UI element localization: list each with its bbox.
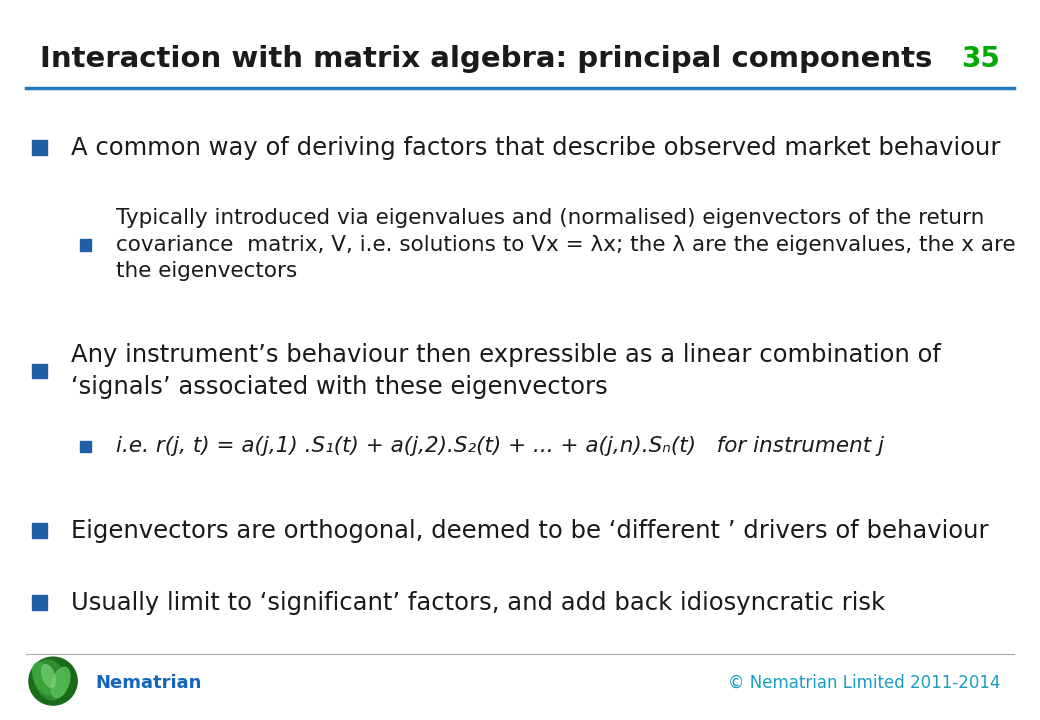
Text: Eigenvectors are orthogonal, deemed to be ‘different ’ drivers of behaviour: Eigenvectors are orthogonal, deemed to b…: [71, 518, 988, 543]
Text: Nematrian: Nematrian: [96, 674, 202, 691]
Text: i.e. r(j, t) = a(j,1) .S₁(t) + a(j,2).S₂(t) + ... + a(j,n).Sₙ(t)   for instrumen: i.e. r(j, t) = a(j,1) .S₁(t) + a(j,2).S₂…: [116, 436, 884, 456]
Ellipse shape: [32, 662, 55, 695]
Text: Any instrument’s behaviour then expressible as a linear combination of
‘signals’: Any instrument’s behaviour then expressi…: [71, 343, 940, 399]
Text: Interaction with matrix algebra: principal components: Interaction with matrix algebra: princip…: [40, 45, 932, 73]
Ellipse shape: [34, 660, 66, 700]
Ellipse shape: [51, 667, 70, 698]
Text: Usually limit to ‘significant’ factors, and add back idiosyncratic risk: Usually limit to ‘significant’ factors, …: [71, 590, 885, 615]
Ellipse shape: [42, 665, 55, 688]
Text: A common way of deriving factors that describe observed market behaviour: A common way of deriving factors that de…: [71, 135, 1000, 160]
Text: 35: 35: [962, 45, 1000, 73]
Ellipse shape: [29, 657, 77, 705]
Text: © Nematrian Limited 2011-2014: © Nematrian Limited 2011-2014: [728, 674, 1000, 691]
Text: Typically introduced via eigenvalues and (normalised) eigenvectors of the return: Typically introduced via eigenvalues and…: [116, 208, 1016, 282]
